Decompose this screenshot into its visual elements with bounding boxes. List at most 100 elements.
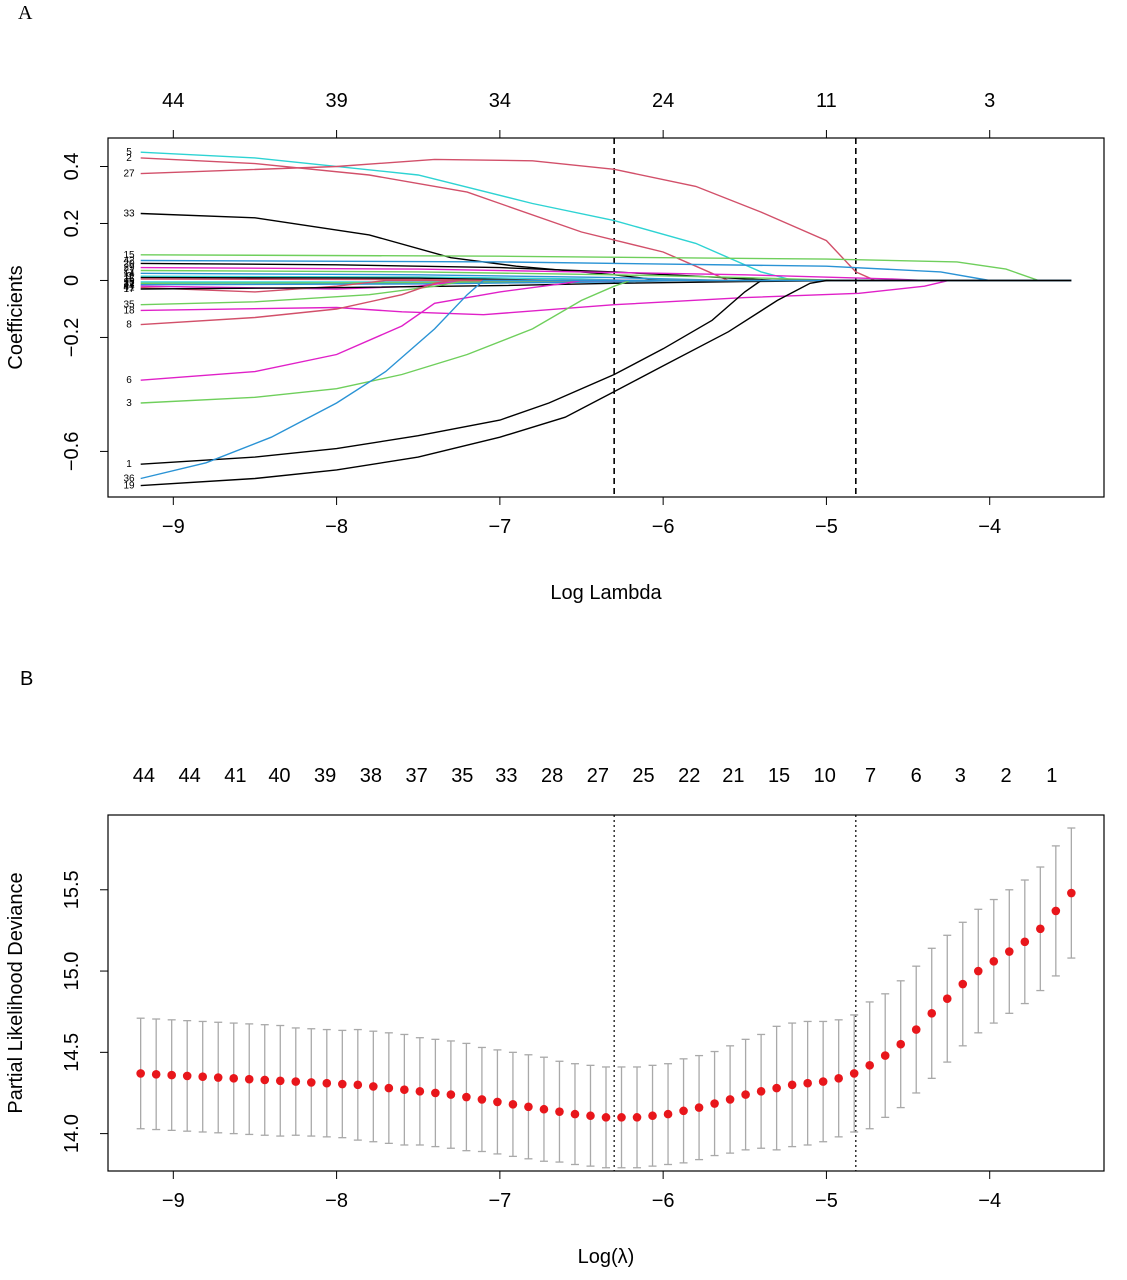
top-tick-label: 1 [1046, 765, 1057, 787]
deviance-point [291, 1077, 301, 1086]
deviance-point [213, 1073, 223, 1082]
top-tick-label: 7 [865, 765, 876, 787]
top-tick-label: 22 [678, 765, 700, 787]
top-tick-label: 40 [268, 765, 290, 787]
top-tick-label: 33 [495, 765, 517, 787]
deviance-point [1067, 888, 1076, 898]
curve-label: 18 [123, 305, 135, 316]
top-tick-label: 6 [911, 765, 922, 787]
deviance-point [958, 979, 968, 989]
deviance-point [989, 957, 999, 966]
coefficient-path-3 [140, 279, 1072, 404]
deviance-point [632, 1113, 642, 1122]
top-tick-label: 41 [224, 765, 246, 787]
deviance-point [182, 1071, 192, 1081]
top-tick-label: 2 [1000, 765, 1011, 787]
top-tick-label: 15 [768, 765, 790, 787]
deviance-point [167, 1070, 176, 1080]
y-tick-label: 15.5 [61, 870, 83, 909]
y-tick-label: 14.0 [61, 1114, 83, 1153]
deviance-point [400, 1085, 409, 1095]
top-tick-label: 44 [133, 765, 155, 787]
y-tick-label: 0 [61, 275, 83, 286]
cross-validation-chart: −9 −8 −7 −6 −5 −4 14.0 14.5 15.0 15.5 44 44 41 40 39 38… [5, 765, 1105, 1268]
deviance-point [1020, 937, 1030, 947]
y-tick-label: −0.2 [61, 318, 83, 357]
curve-label: 26 [123, 277, 135, 288]
deviance-point [151, 1069, 161, 1079]
top-tick-label: 39 [314, 765, 336, 787]
deviance-point [911, 1025, 921, 1034]
coefficient-path-33 [140, 212, 1072, 282]
curve-label: 31 [123, 278, 135, 289]
x-tick-label: −5 [815, 1190, 838, 1212]
top-tick-label: 24 [652, 90, 674, 112]
curve-label: 3 [126, 398, 132, 409]
x-axis-label: Log(λ) [578, 1246, 635, 1268]
coefficient-path-36 [140, 279, 1072, 480]
coefficient-path-8 [140, 279, 1072, 326]
deviance-point [973, 966, 983, 976]
deviance-point [229, 1074, 239, 1083]
deviance-point [353, 1080, 363, 1090]
deviance-point [322, 1078, 332, 1088]
deviance-point [942, 994, 952, 1003]
deviance-point [896, 1039, 906, 1049]
deviance-point [694, 1103, 704, 1112]
deviance-point [415, 1087, 425, 1096]
curve-label: 36 [123, 473, 135, 484]
deviance-point [787, 1080, 797, 1090]
x-tick-label: −5 [815, 516, 838, 538]
curve-label: 37 [123, 280, 135, 291]
deviance-point [275, 1076, 285, 1086]
curve-label: 9 [126, 271, 132, 282]
y-axis-label: Coefficients [5, 265, 27, 369]
coefficient-path-chart: −9 −8 −7 −6 −5 −4−0.6−0.200.20.444 39 34 24 11 3Lo… [5, 90, 1105, 604]
curve-label: 21 [123, 265, 135, 276]
deviance-point [880, 1051, 890, 1060]
coefficient-path-1 [140, 279, 1072, 465]
deviance-point [555, 1107, 564, 1116]
x-tick-label: −7 [488, 1190, 511, 1212]
deviance-point [834, 1074, 843, 1083]
deviance-point [539, 1104, 549, 1114]
curve-label: 44 [123, 281, 135, 292]
y-tick-label: 15.0 [61, 952, 83, 991]
deviance-point [725, 1095, 735, 1104]
y-tick-label: 0.4 [61, 153, 83, 181]
curve-label: 42 [123, 256, 135, 267]
curve-label: 29 [123, 263, 135, 274]
deviance-point [431, 1088, 440, 1098]
deviance-point [462, 1092, 471, 1102]
panel-b-label: B [20, 668, 34, 690]
deviance-point [1051, 906, 1061, 916]
deviance-point [849, 1069, 859, 1078]
coefficient-path-6 [140, 279, 1072, 381]
x-tick-label: −9 [162, 1190, 185, 1212]
x-tick-label: −6 [652, 516, 675, 538]
deviance-point [772, 1083, 781, 1093]
deviance-point [384, 1083, 394, 1093]
curve-label: 2 [126, 153, 132, 164]
plot-frame [107, 814, 1105, 1172]
top-tick-label: 10 [814, 765, 836, 787]
deviance-point [586, 1111, 595, 1121]
deviance-point [617, 1113, 626, 1122]
deviance-point [741, 1090, 750, 1099]
curve-label: 12 [123, 273, 135, 284]
x-tick-label: −8 [325, 516, 348, 538]
deviance-point [306, 1078, 316, 1087]
curve-label: 5 [126, 147, 132, 158]
deviance-point [570, 1109, 580, 1119]
x-tick-label: −6 [652, 1190, 675, 1212]
y-tick-label: 0.2 [61, 210, 83, 238]
coefficient-path-18 [140, 279, 1072, 316]
x-axis-label: Log Lambda [550, 582, 662, 604]
top-tick-label: 44 [162, 90, 184, 112]
deviance-point [508, 1100, 518, 1109]
deviance-point [1036, 924, 1045, 934]
top-tick-label: 38 [360, 765, 382, 787]
top-tick-label: 35 [451, 765, 473, 787]
top-tick-label: 39 [325, 90, 347, 112]
